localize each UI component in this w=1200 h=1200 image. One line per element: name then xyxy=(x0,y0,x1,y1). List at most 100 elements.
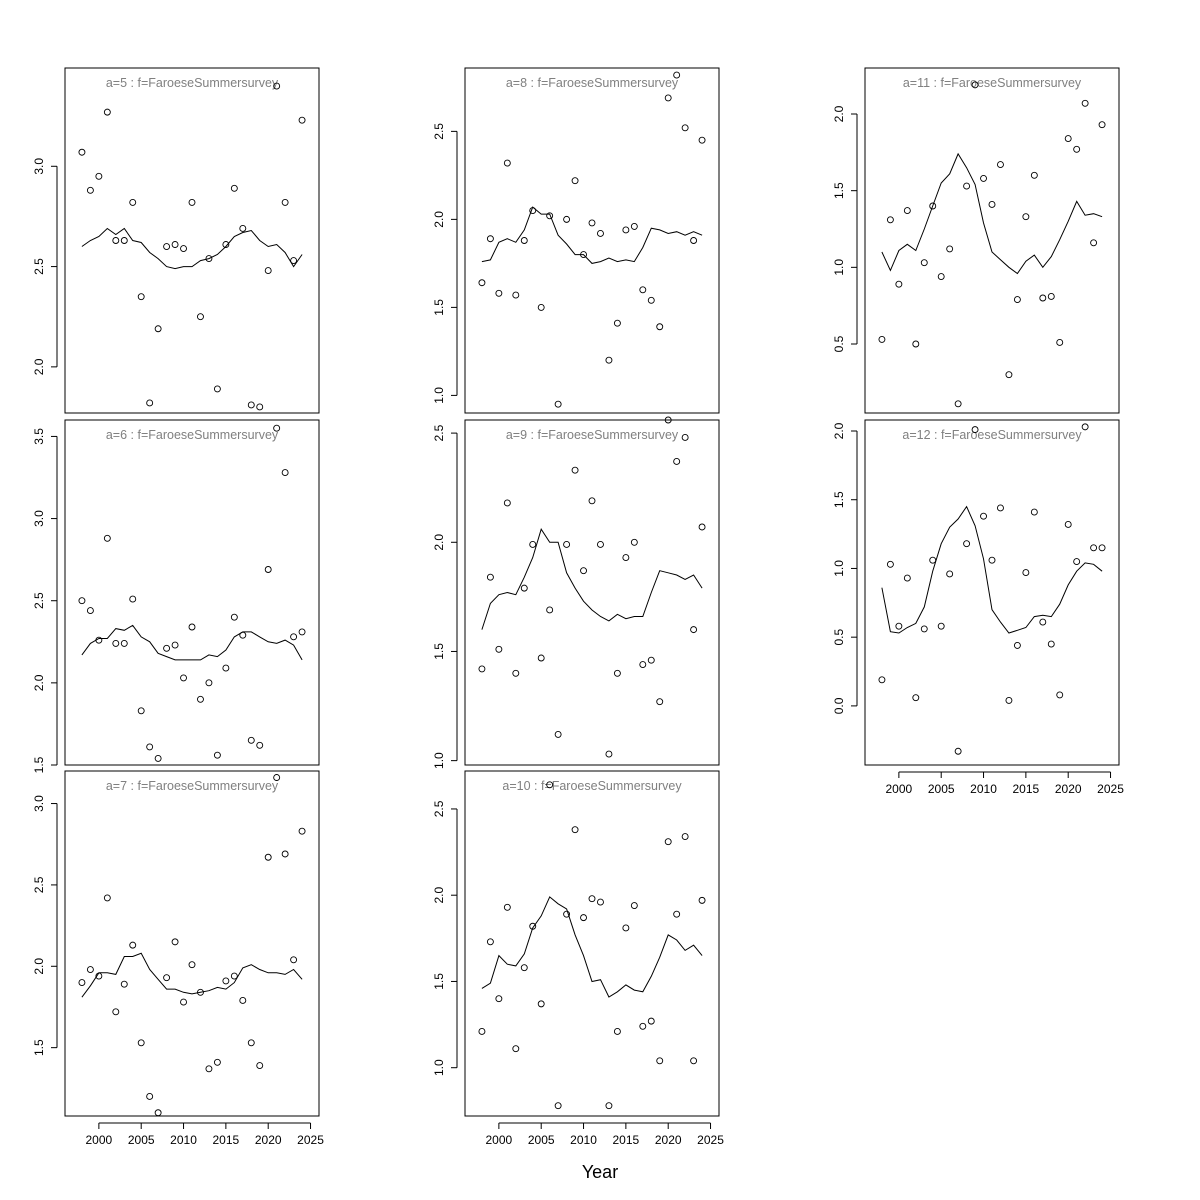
figure-xlabel: Year xyxy=(582,1162,618,1182)
data-point xyxy=(546,212,554,220)
panels: a=5 : f=FaroeseSummersurvey2.02.53.0a=6 … xyxy=(32,67,1124,1147)
data-point xyxy=(664,416,672,424)
x-tick-label: 2025 xyxy=(697,1133,724,1147)
data-point xyxy=(120,237,128,244)
data-point xyxy=(1073,558,1081,566)
x-tick-label: 2000 xyxy=(486,1133,513,1147)
data-point xyxy=(112,639,120,647)
data-point xyxy=(613,1028,621,1035)
data-point xyxy=(937,622,945,630)
data-point xyxy=(597,230,604,237)
y-tick-label: 2.0 xyxy=(32,358,46,375)
x-tick-label: 2010 xyxy=(570,1133,597,1147)
data-point xyxy=(588,219,596,227)
data-point xyxy=(563,215,571,223)
data-point xyxy=(971,426,979,434)
data-point xyxy=(690,237,698,244)
data-point xyxy=(95,172,103,180)
y-tick-label: 2.0 xyxy=(432,211,446,228)
data-point xyxy=(997,161,1004,169)
data-point xyxy=(613,669,621,677)
data-point xyxy=(988,201,996,208)
x-tick-label: 2000 xyxy=(86,1133,113,1147)
data-point xyxy=(154,1109,162,1117)
data-point xyxy=(213,751,221,759)
plot-frame xyxy=(64,770,320,1117)
y-tick-label: 2.5 xyxy=(32,592,46,609)
plot-frame xyxy=(864,67,1120,414)
x-tick-label: 2020 xyxy=(255,1133,282,1147)
data-point xyxy=(247,736,255,744)
y-tick-label: 0.0 xyxy=(832,697,846,714)
data-point xyxy=(495,645,503,653)
data-point xyxy=(103,894,111,902)
data-point xyxy=(188,961,196,969)
data-point xyxy=(205,255,213,263)
panel-8: a=12 : f=FaroeseSummersurvey 0.0 0.5 1.0 1.5… xyxy=(832,419,1124,796)
data-point xyxy=(230,613,238,621)
fitted-line xyxy=(81,227,303,270)
x-tick-label: 2025 xyxy=(297,1133,324,1147)
data-point xyxy=(1022,213,1030,221)
plot-frame xyxy=(464,419,720,766)
x-tick-label: 2020 xyxy=(655,1133,682,1147)
y-tick-label: 1.0 xyxy=(432,1059,446,1076)
data-point xyxy=(988,556,996,564)
data-point xyxy=(137,293,145,301)
data-point xyxy=(963,540,971,548)
panel-2: a=6 : f=FaroeseSummersurvey 1.5 2.0 2.5 3.0 3… xyxy=(32,419,320,773)
data-point xyxy=(298,116,306,124)
data-point xyxy=(281,469,289,477)
data-point xyxy=(120,980,128,988)
data-point xyxy=(690,1057,698,1065)
data-point xyxy=(129,198,137,206)
data-point xyxy=(613,319,621,327)
data-point xyxy=(188,198,196,206)
data-point xyxy=(929,202,937,210)
data-point xyxy=(605,750,613,758)
data-point xyxy=(639,286,647,294)
data-point xyxy=(546,781,554,789)
data-point xyxy=(86,607,94,615)
fitted-line xyxy=(481,528,703,630)
data-point xyxy=(1056,339,1064,346)
data-point xyxy=(647,656,655,664)
data-point xyxy=(1039,618,1047,626)
data-point xyxy=(180,245,187,252)
data-point xyxy=(605,1102,613,1110)
data-point xyxy=(1064,135,1072,142)
data-point xyxy=(912,340,920,348)
data-point xyxy=(512,291,520,299)
data-point xyxy=(213,1058,221,1066)
plot-frame xyxy=(64,419,320,766)
data-point xyxy=(495,995,503,1003)
data-point xyxy=(622,924,630,932)
data-point xyxy=(1030,171,1038,179)
plot-frame xyxy=(464,770,720,1117)
y-tick-label: 3.0 xyxy=(32,158,46,175)
x-tick-label: 2005 xyxy=(528,1133,555,1147)
panel-title: a=11 : f=FaroeseSummersurvey xyxy=(903,76,1082,90)
data-point xyxy=(264,566,272,573)
y-tick-label: 1.0 xyxy=(832,560,846,577)
data-point xyxy=(264,853,272,861)
data-point xyxy=(298,628,306,636)
data-point xyxy=(537,654,545,662)
y-tick-label: 0.5 xyxy=(832,629,846,646)
data-point xyxy=(664,838,672,846)
data-point xyxy=(622,226,630,234)
data-point xyxy=(290,257,298,265)
y-tick-label: 2.0 xyxy=(432,534,446,551)
data-point xyxy=(690,626,698,634)
data-point xyxy=(1047,640,1055,648)
data-point xyxy=(197,988,204,996)
data-point xyxy=(954,400,962,408)
y-tick-label: 1.5 xyxy=(832,182,846,199)
y-tick-label: 1.0 xyxy=(432,387,446,404)
data-point xyxy=(554,1102,562,1110)
data-point xyxy=(630,538,638,546)
data-point xyxy=(980,512,987,520)
data-point xyxy=(1013,296,1021,303)
panel-1: a=5 : f=FaroeseSummersurvey 2.0 2.5 3.0 xyxy=(32,67,320,414)
